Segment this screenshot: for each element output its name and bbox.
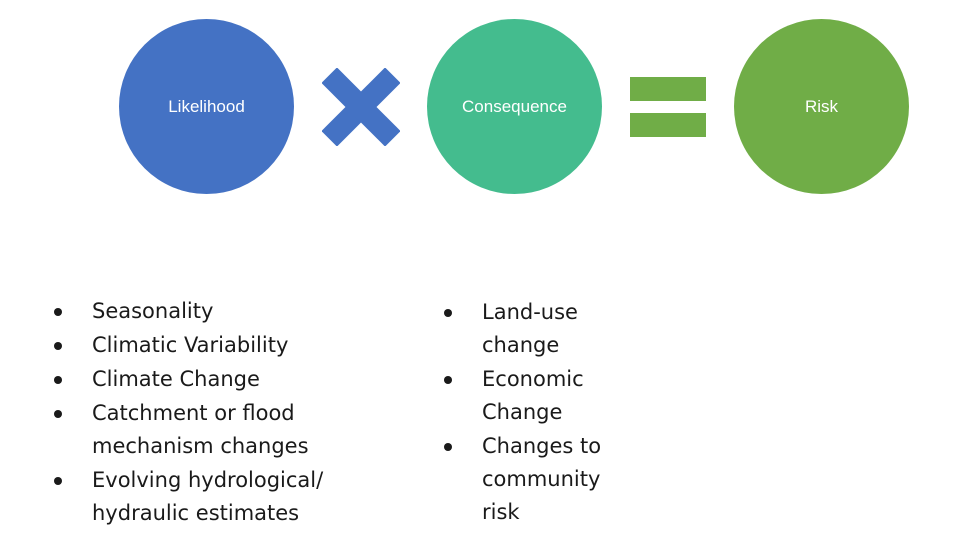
likelihood-label: Likelihood [168,96,245,116]
list-item: Economic Change [442,363,622,429]
multiply-icon [322,68,400,146]
equals-top-bar [630,77,706,101]
list-item: Changes to community risk [442,430,622,529]
equals-bottom-bar [630,113,706,137]
list-item: Catchment or flood mechanism changes [52,397,352,463]
list-item: Seasonality [52,295,352,328]
list-item: Climatic Variability [52,329,352,362]
likelihood-circle: Likelihood [119,19,294,194]
equals-icon [630,77,706,137]
consequence-factors-list: Land-use change Economic Change Changes … [442,296,622,530]
likelihood-factors-list: Seasonality Climatic Variability Climate… [52,295,352,531]
multiply-bar-2 [322,68,400,146]
consequence-label: Consequence [462,96,567,116]
list-item: Land-use change [442,296,622,362]
risk-circle: Risk [734,19,909,194]
list-item: Climate Change [52,363,352,396]
risk-label: Risk [804,96,839,116]
consequence-circle: Consequence [427,19,602,194]
list-item: Evolving hydrological/ hydraulic estimat… [52,464,352,530]
